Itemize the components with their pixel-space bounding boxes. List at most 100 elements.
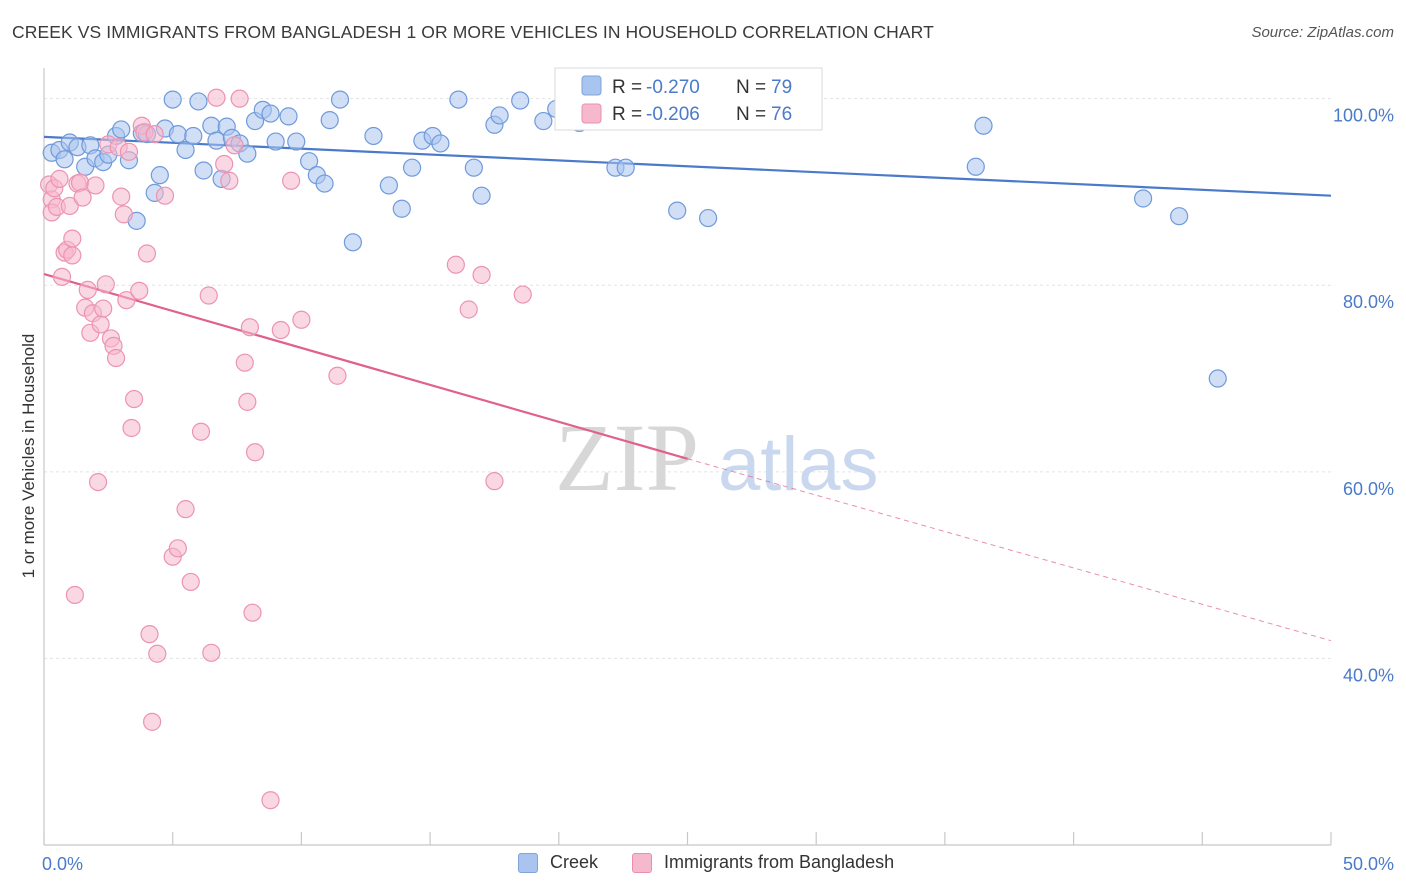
point-bangladesh-5 — [50, 169, 69, 188]
point-creek-47 — [402, 158, 422, 177]
x-tick-label-min: 0.0% — [42, 854, 83, 874]
legend-r-label-bangladesh: R = — [612, 104, 642, 125]
point-creek-46 — [392, 199, 411, 218]
y-tick-label-80: 80.0% — [1343, 292, 1394, 312]
point-creek-68 — [966, 157, 985, 176]
legend-swatch-bangladesh — [581, 103, 602, 124]
point-bangladesh-63 — [271, 320, 290, 340]
y-tick-label-60: 60.0% — [1343, 479, 1394, 499]
point-bangladesh-35 — [124, 389, 144, 409]
point-creek-24 — [194, 161, 213, 180]
trend-line-1 — [43, 272, 688, 460]
legend-item-bangladesh[interactable]: Immigrants from Bangladesh — [632, 852, 894, 873]
point-creek-43 — [343, 233, 362, 252]
legend-item-creek[interactable]: Creek — [518, 852, 598, 873]
point-bangladesh-52 — [207, 88, 226, 107]
trend-lines — [43, 135, 1332, 642]
point-creek-57 — [534, 111, 553, 131]
point-bangladesh-6 — [52, 267, 72, 286]
point-creek-52 — [464, 158, 483, 177]
legend-r-label-creek: R = — [612, 77, 642, 98]
trend-line-0 — [43, 135, 1332, 197]
point-bangladesh-68 — [459, 300, 478, 319]
point-bangladesh-61 — [245, 443, 265, 462]
point-bangladesh-40 — [140, 625, 159, 644]
point-creek-72 — [1208, 369, 1227, 388]
legend-r-value-bangladesh: -0.206 — [646, 104, 700, 125]
point-creek-20 — [168, 125, 187, 144]
point-creek-65 — [668, 201, 687, 220]
point-bangladesh-49 — [191, 422, 211, 441]
point-bangladesh-55 — [225, 136, 244, 155]
x-tick-label-max: 50.0% — [1343, 854, 1394, 874]
y-tick-labels: 40.0% 60.0% 80.0% 100.0% — [1333, 106, 1394, 686]
point-bangladesh-44 — [155, 186, 175, 205]
point-creek-19 — [163, 90, 182, 109]
data-points — [40, 88, 1227, 810]
legend-swatch-creek-bottom — [518, 852, 538, 873]
point-creek-66 — [698, 208, 718, 228]
point-creek-56 — [511, 91, 530, 110]
point-creek-36 — [279, 107, 298, 126]
point-creek-17 — [150, 166, 169, 185]
point-bangladesh-10 — [63, 229, 82, 248]
point-creek-69 — [974, 116, 993, 135]
watermark-atlas: atlas — [718, 422, 879, 507]
point-bangladesh-20 — [86, 176, 105, 195]
point-bangladesh-31 — [114, 205, 133, 224]
point-creek-22 — [184, 126, 203, 146]
point-creek-38 — [300, 152, 319, 171]
point-bangladesh-24 — [96, 275, 115, 294]
point-bangladesh-58 — [238, 392, 257, 411]
point-creek-45 — [379, 176, 399, 195]
watermark: ZIP atlas — [555, 404, 879, 511]
point-creek-55 — [490, 106, 509, 125]
point-bangladesh-71 — [513, 285, 532, 304]
point-creek-50 — [431, 134, 450, 153]
point-bangladesh-36 — [130, 281, 149, 300]
y-tick-label-40: 40.0% — [1343, 665, 1394, 685]
point-bangladesh-14 — [70, 173, 90, 192]
point-creek-23 — [189, 92, 208, 111]
trend-line-dashed-1 — [687, 458, 1332, 642]
point-bangladesh-11 — [63, 246, 82, 265]
point-bangladesh-39 — [137, 244, 157, 263]
point-bangladesh-67 — [446, 255, 465, 274]
series-legend: Creek Immigrants from Bangladesh — [0, 852, 1406, 878]
point-bangladesh-15 — [73, 188, 92, 207]
point-bangladesh-28 — [106, 348, 126, 368]
point-bangladesh-17 — [78, 280, 97, 300]
legend-label-bangladesh: Immigrants from Bangladesh — [664, 852, 895, 872]
point-creek-41 — [320, 111, 339, 130]
point-bangladesh-34 — [122, 418, 141, 438]
legend-label-creek: Creek — [550, 852, 599, 872]
legend-n-value-creek: 79 — [771, 77, 792, 98]
point-creek-42 — [330, 90, 350, 109]
point-bangladesh-12 — [65, 585, 84, 605]
legend-r-value-creek: -0.270 — [646, 77, 700, 98]
point-bangladesh-42 — [145, 125, 164, 144]
point-creek-31 — [238, 144, 257, 163]
point-bangladesh-46 — [168, 539, 187, 558]
x-tick-labels: 0.0% 50.0% — [42, 854, 1394, 874]
point-bangladesh-56 — [230, 89, 249, 108]
legend-n-label-creek: N = — [736, 77, 766, 98]
legend-swatch-bangladesh-bottom — [632, 852, 652, 873]
legend-n-value-bangladesh: 76 — [771, 104, 792, 125]
correlation-legend: R = -0.270 N = 79 R = -0.206 N = 76 — [554, 67, 823, 131]
point-bangladesh-62 — [261, 791, 280, 810]
point-creek-44 — [364, 126, 383, 146]
point-bangladesh-50 — [199, 286, 218, 305]
legend-n-label-bangladesh: N = — [736, 104, 766, 125]
point-creek-70 — [1133, 189, 1153, 208]
source-note: Source: ZipAtlas.com — [1251, 24, 1394, 41]
point-bangladesh-47 — [176, 500, 195, 519]
point-bangladesh-23 — [94, 299, 113, 318]
point-bangladesh-65 — [292, 310, 311, 329]
point-creek-2 — [55, 150, 74, 169]
point-bangladesh-53 — [215, 154, 234, 174]
point-bangladesh-30 — [112, 187, 131, 206]
point-creek-62 — [616, 158, 635, 177]
y-tick-label-100: 100.0% — [1333, 106, 1394, 126]
